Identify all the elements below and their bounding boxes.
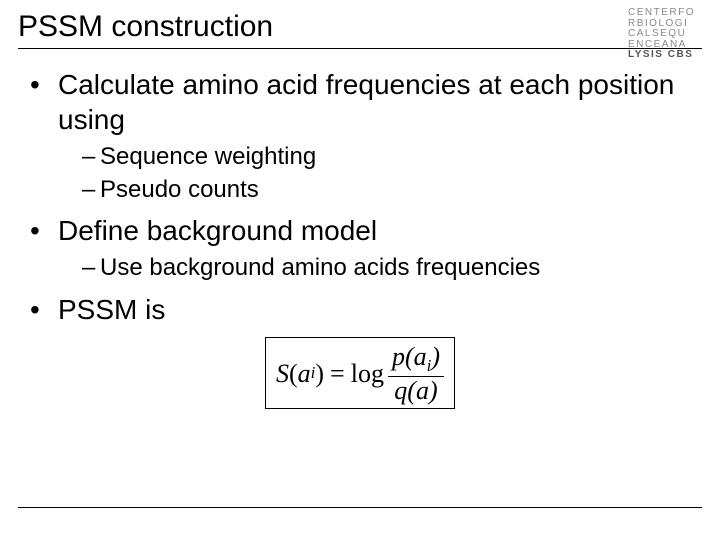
formula-numerator: p(ai) — [388, 344, 444, 375]
list-item-text: Use background amino acids frequencies — [100, 254, 540, 281]
slide: CENTERFO RBIOLOGI CALSEQU ENCEANA LYSIS … — [0, 0, 720, 540]
paren: ( — [405, 342, 414, 371]
paren: ) — [429, 376, 438, 405]
sub-bullet-list: Sequence weighting Pseudo counts — [58, 141, 702, 205]
logo-line: CENTERFO — [628, 8, 720, 19]
list-item: Sequence weighting — [82, 141, 702, 172]
list-item: PSSM is — [30, 292, 702, 327]
formula-eq: = — [330, 361, 345, 387]
paren: ) — [431, 342, 440, 371]
org-logo: CENTERFO RBIOLOGI CALSEQU ENCEANA LYSIS … — [628, 8, 720, 61]
formula-lhs-func: S — [276, 361, 289, 387]
list-item-text: Sequence weighting — [100, 143, 316, 170]
logo-line: CALSEQU — [628, 29, 720, 40]
num-var: a — [414, 342, 427, 371]
logo-line: LYSIS CBS — [628, 50, 720, 61]
formula-container: S(ai) = log p(ai) q(a) — [18, 337, 702, 409]
list-item-text: PSSM is — [58, 294, 165, 325]
bottom-divider — [18, 507, 702, 508]
list-item: Pseudo counts — [82, 174, 702, 205]
page-title: PSSM construction — [18, 10, 702, 44]
sub-bullet-list: Use background amino acids frequencies — [58, 252, 702, 283]
den-var: a — [416, 376, 429, 405]
paren: ( — [289, 361, 298, 387]
paren: ( — [407, 376, 416, 405]
pssm-formula: S(ai) = log p(ai) q(a) — [265, 337, 455, 409]
list-item-text: Define background model — [58, 215, 377, 246]
list-item: Define background model Use background a… — [30, 213, 702, 283]
title-divider — [18, 48, 702, 49]
bullet-list: Calculate amino acid frequencies at each… — [18, 67, 702, 327]
den-func: q — [394, 376, 407, 405]
formula-fraction: p(ai) q(a) — [388, 344, 444, 404]
paren: ) — [315, 361, 324, 387]
formula-denominator: q(a) — [390, 378, 441, 404]
num-func: p — [392, 342, 405, 371]
formula-lhs-var: a — [298, 361, 311, 387]
formula-log: log — [351, 361, 384, 387]
list-item: Calculate amino acid frequencies at each… — [30, 67, 702, 205]
list-item-text: Pseudo counts — [100, 176, 259, 203]
list-item: Use background amino acids frequencies — [82, 252, 702, 283]
list-item-text: Calculate amino acid frequencies at each… — [58, 69, 674, 135]
